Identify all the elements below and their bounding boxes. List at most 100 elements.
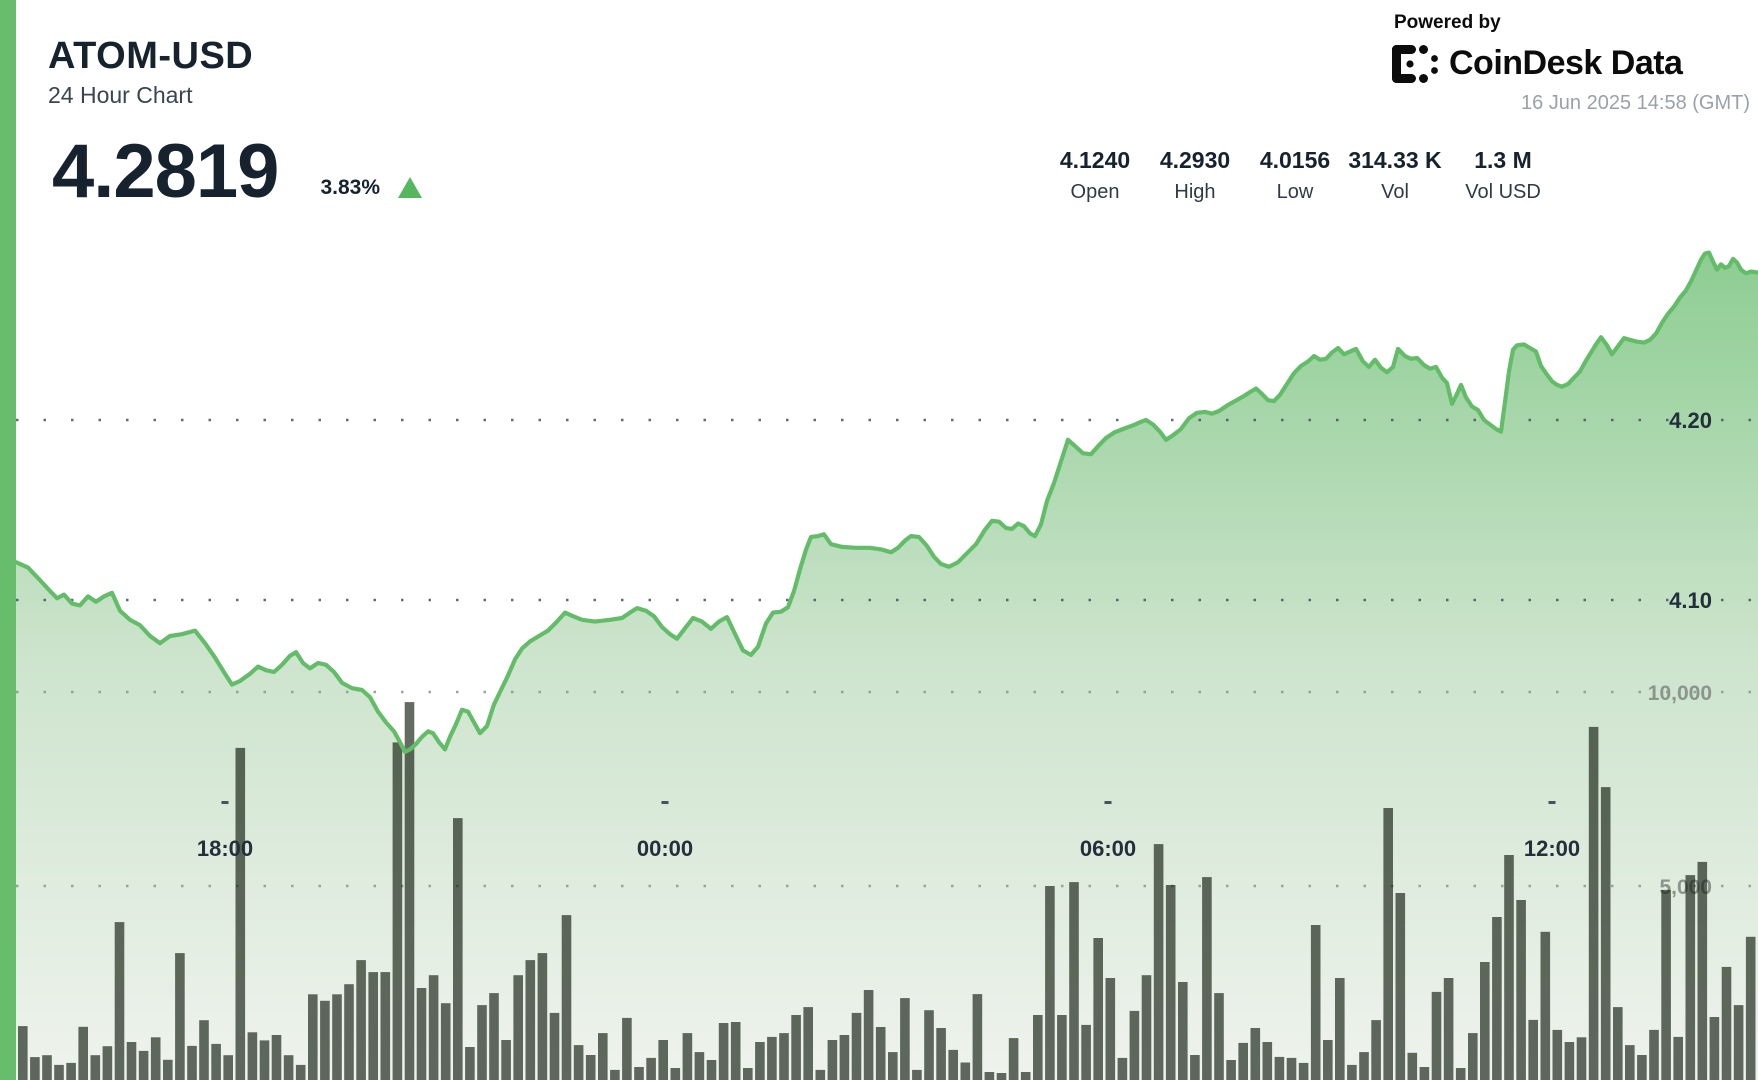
volume-bar	[839, 1035, 850, 1080]
volume-bar	[1238, 1042, 1248, 1080]
volume-bar	[1455, 1068, 1466, 1080]
volume-bar	[1335, 978, 1345, 1080]
price-area-fill	[16, 252, 1758, 1080]
volume-bar	[332, 994, 342, 1080]
volume-bar	[1673, 1036, 1683, 1080]
volume-bar	[1733, 1005, 1744, 1080]
volume-bar	[18, 1026, 28, 1080]
volume-bar	[791, 1015, 801, 1080]
volume-bar	[513, 975, 523, 1080]
volume-bar	[477, 1005, 487, 1080]
volume-bar	[114, 922, 125, 1080]
price-row: 4.2819 3.83%	[52, 129, 422, 214]
volume-bar	[1419, 1067, 1430, 1080]
volume-bar	[440, 1003, 451, 1080]
volume-bar	[1153, 844, 1164, 1080]
volume-bar	[501, 1040, 511, 1080]
stat-low: 4.0156 Low	[1248, 148, 1342, 204]
price-line	[13, 250, 1758, 754]
volume-bar	[1298, 1062, 1309, 1080]
time-axis-tick	[221, 801, 229, 804]
volume-bar	[960, 1062, 971, 1080]
coindesk-logo-icon	[1392, 44, 1438, 83]
time-axis-label: 18:00	[197, 836, 253, 861]
left-accent-bar	[0, 0, 16, 1080]
volume-bar	[706, 1060, 717, 1080]
volume-bar	[30, 1057, 40, 1080]
volume-bar	[646, 1057, 656, 1080]
volume-bar	[1468, 1033, 1478, 1080]
volume-bar	[1214, 993, 1224, 1080]
volume-bar	[743, 1068, 753, 1080]
volume-bar	[247, 1032, 258, 1080]
volume-bar	[1383, 808, 1393, 1080]
volume-bar	[694, 1052, 705, 1080]
volume-bar	[1008, 1038, 1019, 1080]
volume-bar	[42, 1055, 52, 1080]
volume-bar	[78, 1026, 88, 1080]
volume-bar	[900, 998, 910, 1080]
volume-bar	[259, 1040, 270, 1080]
volume-bar	[682, 1033, 693, 1080]
current-price: 4.2819	[52, 129, 279, 214]
volume-bar	[368, 972, 378, 1080]
volume-bar	[1697, 861, 1708, 1080]
change-percent: 3.83%	[320, 176, 380, 200]
volume-bar	[537, 953, 548, 1080]
volume-bar	[863, 990, 874, 1080]
volume-bar	[1588, 726, 1599, 1080]
volume-bar	[573, 1045, 584, 1080]
volume-bar	[549, 1012, 560, 1080]
volume-bar	[404, 702, 415, 1080]
volume-bar	[1480, 962, 1490, 1080]
stat-value: 314.33 K	[1348, 147, 1442, 173]
volume-bar	[465, 1047, 475, 1080]
volume-bar	[150, 1037, 161, 1080]
volume-bar	[815, 1069, 826, 1080]
volume-bar	[924, 1010, 934, 1080]
volume-bar	[875, 1027, 886, 1080]
volume-bar	[972, 994, 983, 1080]
volume-bar	[634, 1067, 644, 1080]
time-axis-tick	[1104, 801, 1112, 804]
volume-bar	[66, 1062, 76, 1080]
stat-value: 4.2930	[1159, 147, 1231, 173]
volume-bar	[1250, 1028, 1261, 1080]
stat-label: High	[1174, 181, 1216, 203]
chart-subtitle: 24 Hour Chart	[48, 81, 193, 108]
volume-bar	[308, 994, 318, 1080]
volume-bar	[755, 1042, 765, 1080]
volume-bar	[356, 960, 366, 1080]
volume-bar	[235, 747, 246, 1080]
volume-bar	[489, 993, 499, 1080]
volume-bar	[344, 984, 354, 1080]
volume-bar	[1033, 1015, 1043, 1080]
brand-row: CoinDesk Data	[1392, 44, 1752, 83]
volume-bar	[1371, 1020, 1381, 1080]
volume-bar	[1310, 925, 1321, 1080]
volume-bar	[1129, 1010, 1140, 1080]
page-title: ATOM-USD	[48, 35, 254, 77]
volume-bar	[1613, 1007, 1623, 1080]
volume-bar	[295, 1064, 306, 1080]
volume-bar	[1564, 1042, 1575, 1080]
stat-value: 1.3 M	[1474, 147, 1532, 173]
volume-bar	[1492, 917, 1502, 1080]
volume-bar	[416, 988, 427, 1080]
volume-bar	[585, 1055, 596, 1080]
volume-bar	[380, 972, 391, 1080]
volume-bar	[827, 1040, 838, 1080]
volume-bar	[1081, 1024, 1091, 1080]
volume-bar	[561, 915, 572, 1080]
powered-by-label: Powered by	[1394, 12, 1501, 33]
volume-bar	[1226, 1060, 1236, 1080]
volume-bar	[1274, 1056, 1285, 1080]
chart-timestamp: 16 Jun 2025 14:58 (GMT)	[1520, 92, 1750, 114]
volume-bar	[1178, 982, 1188, 1080]
up-arrow-icon	[398, 177, 422, 199]
volume-bar	[1576, 1037, 1587, 1080]
volume-bar	[1105, 978, 1116, 1080]
stat-value: 4.0156	[1259, 147, 1331, 173]
